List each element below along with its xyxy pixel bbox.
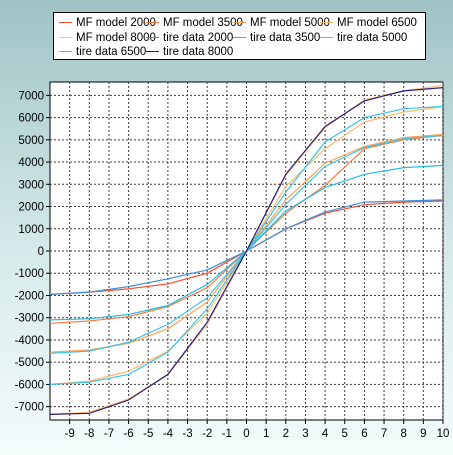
x-tick-label: -3 [182, 428, 192, 440]
series-lines [49, 84, 444, 415]
legend-label-tire-3500: tire data 3500 [250, 31, 321, 44]
x-tick-label: -4 [163, 428, 174, 440]
legend-swatch-tire-8000 [146, 51, 159, 52]
y-tick-label: 4000 [18, 157, 44, 169]
legend-swatch-mf-2000 [59, 22, 72, 23]
legend-swatch-tire-5000 [320, 37, 333, 38]
x-tick-label: 7 [381, 428, 387, 440]
x-tick-label: 2 [283, 428, 289, 440]
y-tick-label: 5000 [18, 135, 44, 147]
grid [50, 82, 444, 420]
legend-item-mf-6500: MF model 6500 [320, 15, 417, 30]
legend-swatch-mf-3500 [146, 22, 159, 23]
legend-item-tire-8000: tire data 8000 [146, 44, 233, 59]
x-tick-label: -8 [84, 428, 94, 440]
x-tick-label: 0 [243, 428, 249, 440]
x-tick-label: 5 [342, 428, 348, 440]
y-tick-label: -5000 [15, 357, 44, 369]
series-line-tire-data-8000 [49, 87, 444, 415]
legend-swatch-mf-5000 [233, 22, 246, 23]
y-tick-label: 7000 [18, 90, 44, 102]
legend: MF model 2000 MF model 3500 MF model 500… [53, 12, 426, 60]
legend-label-tire-6500: tire data 6500 [76, 45, 147, 58]
legend-swatch-tire-6500 [59, 51, 72, 52]
y-tick-label: 1000 [18, 224, 44, 236]
x-tick-label: -6 [123, 428, 133, 440]
legend-item-mf-3500: MF model 3500 [146, 15, 243, 30]
y-tick-label: -6000 [15, 379, 44, 391]
legend-label-mf-8000: MF model 8000 [76, 31, 156, 44]
x-tick-label: 9 [420, 428, 426, 440]
y-tick-label: 6000 [18, 113, 44, 125]
x-tick-label: -5 [143, 428, 153, 440]
y-tick-label: -2000 [15, 290, 44, 302]
x-tick-label: 4 [322, 428, 329, 440]
legend-item-tire-2000: tire data 2000 [146, 30, 233, 45]
legend-item-tire-6500: tire data 6500 [59, 44, 146, 59]
x-axis-tick-labels: -9 -8 -7 -6 -5 -4 -3 -2 -1 0 1 2 3 4 5 6 7 8 9 10 [65, 420, 450, 440]
legend-label-mf-2000: MF model 2000 [76, 16, 156, 29]
legend-label-mf-3500: MF model 3500 [163, 16, 243, 29]
y-tick-label: 0 [38, 246, 44, 258]
x-tick-label: 1 [263, 428, 269, 440]
y-tick-label: 3000 [18, 179, 44, 191]
legend-item-tire-3500: tire data 3500 [233, 30, 320, 45]
legend-label-tire-2000: tire data 2000 [163, 31, 234, 44]
legend-swatch-mf-6500 [320, 22, 333, 23]
x-tick-label: -2 [202, 428, 212, 440]
x-tick-label: 6 [361, 428, 367, 440]
y-tick-label: -7000 [15, 402, 44, 414]
legend-item-mf-5000: MF model 5000 [233, 15, 330, 30]
legend-item-mf-2000: MF model 2000 [59, 15, 156, 30]
legend-label-mf-6500: MF model 6500 [337, 16, 417, 29]
legend-label-mf-5000: MF model 5000 [250, 16, 330, 29]
legend-label-tire-8000: tire data 8000 [163, 45, 234, 58]
x-tick-label: 8 [400, 428, 406, 440]
legend-item-tire-5000: tire data 5000 [320, 30, 407, 45]
x-tick-label: -1 [222, 428, 232, 440]
x-tick-label: 10 [437, 428, 450, 440]
legend-label-tire-5000: tire data 5000 [337, 31, 408, 44]
x-tick-label: -9 [65, 428, 75, 440]
y-tick-label: -1000 [15, 268, 44, 280]
legend-swatch-mf-8000 [59, 37, 72, 38]
y-axis-tick-labels: -7000 -6000 -5000 -4000 -3000 -2000 -1000 0 1000… [15, 90, 50, 414]
x-tick-label: -7 [104, 428, 114, 440]
legend-swatch-tire-2000 [146, 37, 159, 38]
x-tick-label: 3 [302, 428, 308, 440]
y-tick-label: -3000 [15, 313, 44, 325]
legend-item-mf-8000: MF model 8000 [59, 30, 156, 45]
y-tick-label: -4000 [15, 335, 44, 347]
legend-swatch-tire-3500 [233, 37, 246, 38]
y-tick-label: 2000 [18, 202, 44, 214]
